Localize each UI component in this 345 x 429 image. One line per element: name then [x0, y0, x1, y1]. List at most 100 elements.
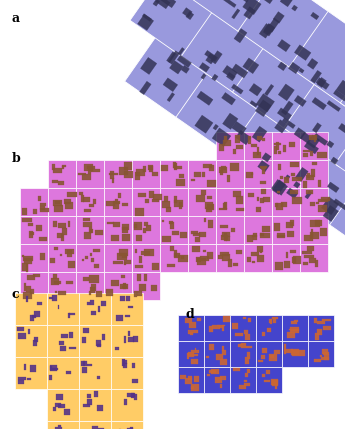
Bar: [311, 230, 314, 237]
Polygon shape: [181, 65, 189, 73]
Bar: [20, 272, 48, 300]
Bar: [18, 380, 24, 384]
Bar: [133, 335, 138, 342]
Bar: [33, 340, 37, 346]
Bar: [87, 302, 90, 305]
Bar: [188, 216, 216, 244]
Bar: [238, 344, 241, 347]
Polygon shape: [201, 73, 206, 79]
Bar: [274, 350, 279, 353]
Polygon shape: [275, 120, 288, 133]
Bar: [246, 373, 248, 377]
Bar: [141, 251, 150, 255]
Polygon shape: [323, 205, 338, 221]
Bar: [290, 327, 299, 333]
Bar: [320, 354, 322, 357]
Bar: [290, 162, 299, 167]
Bar: [197, 318, 201, 320]
Bar: [102, 334, 105, 340]
Bar: [37, 302, 42, 305]
Bar: [113, 202, 119, 209]
Bar: [164, 196, 168, 202]
Bar: [262, 226, 270, 233]
Bar: [310, 220, 320, 227]
Bar: [199, 233, 206, 237]
Bar: [289, 220, 294, 227]
Bar: [131, 379, 138, 383]
Bar: [85, 209, 91, 212]
Bar: [264, 381, 270, 382]
Bar: [308, 315, 334, 341]
Polygon shape: [168, 51, 179, 64]
Bar: [90, 229, 93, 233]
Bar: [119, 248, 128, 256]
Bar: [205, 202, 213, 209]
Bar: [252, 260, 255, 263]
Bar: [323, 326, 331, 330]
Bar: [269, 354, 277, 361]
Bar: [176, 179, 185, 186]
Bar: [304, 236, 313, 241]
Polygon shape: [256, 94, 275, 112]
Polygon shape: [336, 80, 345, 96]
Bar: [222, 326, 225, 332]
Bar: [209, 165, 214, 171]
Bar: [88, 166, 90, 173]
Bar: [310, 169, 315, 177]
Bar: [224, 136, 227, 142]
Bar: [93, 391, 98, 397]
Polygon shape: [231, 9, 240, 19]
Text: d: d: [185, 308, 194, 321]
Polygon shape: [234, 29, 247, 43]
Bar: [257, 136, 262, 140]
Bar: [219, 326, 223, 328]
Bar: [123, 283, 126, 289]
Bar: [82, 259, 84, 261]
Bar: [217, 325, 225, 326]
Bar: [246, 172, 253, 178]
Bar: [191, 386, 194, 389]
Bar: [132, 160, 160, 188]
Bar: [120, 284, 128, 290]
Polygon shape: [341, 47, 345, 142]
Bar: [97, 405, 103, 411]
Bar: [60, 254, 62, 257]
Bar: [60, 335, 68, 338]
Polygon shape: [278, 84, 294, 101]
Polygon shape: [169, 60, 183, 74]
Polygon shape: [125, 26, 219, 121]
Bar: [101, 301, 106, 306]
Bar: [247, 369, 250, 373]
Bar: [162, 236, 170, 242]
Bar: [239, 385, 246, 389]
Bar: [236, 208, 245, 211]
Polygon shape: [338, 123, 345, 136]
Bar: [27, 275, 35, 280]
Bar: [180, 232, 187, 238]
Polygon shape: [333, 90, 345, 101]
Bar: [178, 315, 204, 341]
Polygon shape: [313, 133, 328, 145]
Bar: [112, 178, 114, 183]
Bar: [82, 337, 86, 343]
Polygon shape: [273, 12, 284, 23]
Polygon shape: [305, 191, 312, 199]
Bar: [223, 140, 230, 146]
Bar: [55, 291, 57, 293]
Bar: [303, 153, 308, 157]
Bar: [107, 222, 115, 224]
Bar: [117, 253, 127, 260]
Polygon shape: [335, 108, 345, 203]
Bar: [93, 199, 96, 204]
Bar: [53, 221, 57, 227]
Bar: [188, 244, 216, 272]
Bar: [197, 257, 206, 265]
Bar: [174, 254, 180, 258]
Bar: [253, 152, 260, 157]
Bar: [79, 192, 83, 195]
Bar: [194, 172, 200, 178]
Bar: [149, 166, 153, 172]
Bar: [68, 221, 70, 227]
Bar: [291, 329, 299, 331]
Bar: [170, 246, 174, 251]
